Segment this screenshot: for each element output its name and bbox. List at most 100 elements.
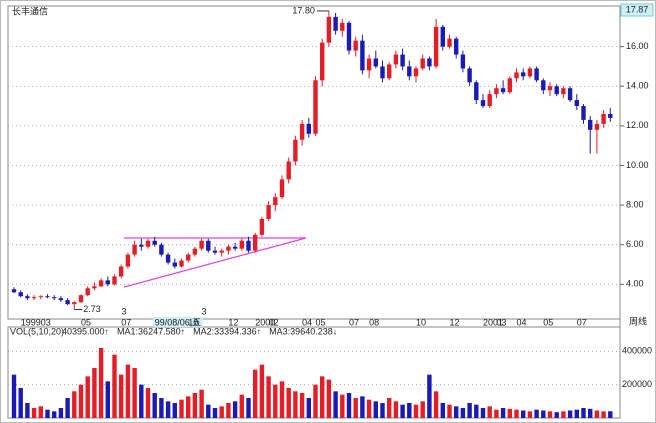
x-tick-label: 99/08/06,五 <box>155 317 202 327</box>
last-price: 17.87 <box>626 4 649 14</box>
volume-bar <box>454 406 459 418</box>
candle-body <box>608 113 613 118</box>
volume-bar <box>112 354 117 418</box>
volume-bar <box>253 369 258 418</box>
candle-body <box>346 22 352 51</box>
volume-bar <box>313 384 318 418</box>
x-tick-label: 12 <box>450 317 460 327</box>
candle-body <box>72 302 77 305</box>
volume-bar <box>581 408 586 418</box>
volume-bar <box>527 411 533 418</box>
candle-body <box>199 240 204 249</box>
volume-bar <box>608 411 613 418</box>
volume-bar <box>467 403 472 418</box>
volume-bar <box>31 408 37 418</box>
candle-body <box>588 119 593 130</box>
x-tick-label: 03 <box>496 317 506 327</box>
volume-stat: 40395.000↑ <box>62 326 109 336</box>
candle-body <box>105 280 110 285</box>
candle-body <box>239 240 244 249</box>
candle-body <box>52 297 57 299</box>
candle-body <box>507 78 512 93</box>
volume-bar <box>534 409 539 418</box>
y-tick-label: 16.00 <box>626 41 649 51</box>
y-tick-label: 8.00 <box>626 199 644 209</box>
volume-bar <box>541 410 546 418</box>
volume-bar <box>152 393 157 418</box>
annotation: 17.80 <box>292 5 315 15</box>
candle-body <box>561 88 566 95</box>
volume-bar <box>588 408 593 418</box>
candle-body <box>226 246 231 251</box>
candle-body <box>547 86 553 91</box>
y-tick-label: 10.00 <box>626 160 649 170</box>
candle-body <box>413 68 419 77</box>
candle-body <box>407 66 412 77</box>
candle-body <box>467 68 472 83</box>
x-tick-label: 2000 <box>255 317 275 327</box>
volume-bar <box>159 398 164 418</box>
candle-body <box>474 82 479 101</box>
candle-body <box>527 68 533 77</box>
volume-bar <box>561 411 566 418</box>
candle-body <box>454 38 459 55</box>
candle-body <box>521 72 526 77</box>
volume-bar <box>226 403 231 418</box>
volume-bar <box>286 388 291 418</box>
candle-body <box>574 100 579 107</box>
volume-bar <box>132 368 137 418</box>
volume-bar <box>494 409 499 418</box>
volume-bar <box>92 368 97 418</box>
volume-bar <box>306 398 311 418</box>
volume-bar <box>601 411 606 418</box>
volume-bar <box>246 398 251 418</box>
last-price-box <box>620 3 654 17</box>
candle-body <box>78 295 84 303</box>
volume-bar <box>259 364 265 418</box>
volume-bar <box>400 404 405 418</box>
volume-bar <box>447 404 452 418</box>
candle-body <box>206 240 211 251</box>
candle-body <box>400 54 405 67</box>
y-tick-label: 400000 <box>622 346 652 356</box>
candle-body <box>65 300 70 305</box>
volume-bar <box>380 403 385 418</box>
volume-stat: MA2:33394.336↑ <box>193 326 261 336</box>
volume-bar <box>340 394 345 418</box>
volume-bar <box>239 394 244 418</box>
volume-bar <box>145 388 151 418</box>
volume-bar <box>420 401 425 418</box>
y-tick-label: 6.00 <box>626 239 644 249</box>
x-tick-label: 08 <box>369 317 379 327</box>
candle-body <box>159 244 164 255</box>
volume-bar <box>460 408 466 418</box>
candle-body <box>480 100 486 107</box>
y-tick-label: 200000 <box>622 379 652 389</box>
x-tick-label: 07 <box>349 317 359 327</box>
volume-stat: MA3:39640.238↓ <box>269 326 337 336</box>
candle-body <box>534 68 539 81</box>
volume-bar <box>219 406 224 418</box>
period-label: 周线 <box>629 315 647 326</box>
candle-body <box>179 260 184 267</box>
candle-body <box>313 80 318 134</box>
volume-bar <box>192 393 198 418</box>
x-tick-label: 04 <box>517 317 527 327</box>
candle-body <box>333 16 338 31</box>
candle-body <box>25 296 30 299</box>
volume-bar <box>85 376 90 418</box>
candle-body <box>320 42 325 81</box>
volume-bar <box>78 384 84 418</box>
candle-body <box>306 123 311 134</box>
volume-stat: MA1:36247.580↑ <box>117 326 185 336</box>
x-tick-label: 10 <box>188 317 198 327</box>
candle-body <box>165 254 171 263</box>
volume-bar <box>25 403 30 418</box>
volume-bar <box>574 409 579 418</box>
candle-body <box>279 179 285 198</box>
candle-body <box>273 197 278 206</box>
candle-body <box>246 240 251 251</box>
volume-bar <box>387 398 392 418</box>
